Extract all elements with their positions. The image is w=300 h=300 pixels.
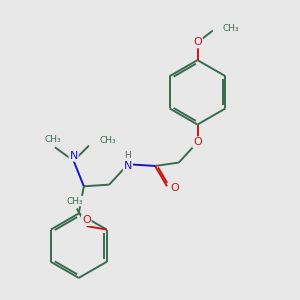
Text: O: O [193, 137, 202, 147]
Text: CH₃: CH₃ [67, 196, 83, 206]
Text: O: O [82, 215, 91, 225]
Text: N: N [70, 151, 78, 161]
Text: O: O [193, 38, 202, 47]
Text: CH₃: CH₃ [99, 136, 116, 145]
Text: H: H [124, 151, 131, 160]
Text: N: N [124, 161, 132, 171]
Text: CH₃: CH₃ [45, 135, 62, 144]
Text: CH₃: CH₃ [222, 24, 239, 33]
Text: O: O [170, 183, 179, 193]
